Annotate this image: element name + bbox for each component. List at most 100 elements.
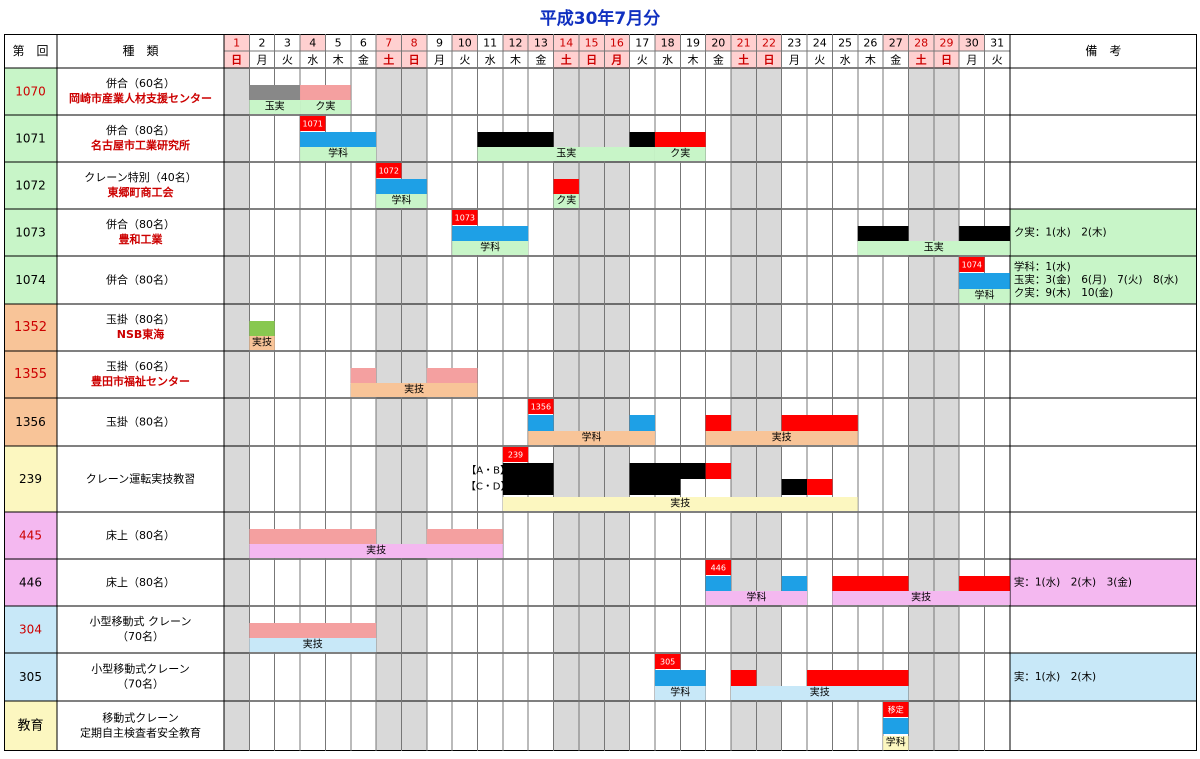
schedule-mark-blue bbox=[883, 718, 909, 734]
schedule-mark-ab bbox=[502, 463, 554, 479]
course-number: 445 bbox=[19, 529, 42, 543]
weekday-label: 水 bbox=[307, 54, 318, 67]
weekday-label: 土 bbox=[383, 53, 394, 67]
course-client: NSB東海 bbox=[117, 327, 165, 341]
weekday-label: 月 bbox=[789, 54, 800, 67]
course-start-flag bbox=[959, 257, 985, 272]
course-start-flag-label: 1073 bbox=[455, 214, 475, 223]
course-start-flag bbox=[452, 210, 478, 225]
weekday-label: 水 bbox=[485, 54, 496, 67]
schedule-bar bbox=[502, 497, 858, 511]
row-number-cell bbox=[4, 304, 57, 351]
day-number-highlight bbox=[578, 34, 605, 51]
course-start-flag bbox=[528, 399, 554, 414]
day-number-highlight bbox=[908, 34, 934, 51]
day-number: 22 bbox=[762, 37, 776, 50]
course-start-flag-label: 1074 bbox=[962, 261, 982, 270]
row-number-cell bbox=[4, 606, 57, 653]
header-number: 第 回 bbox=[12, 44, 48, 58]
schedule-bar-label: 学科 bbox=[582, 431, 602, 444]
schedule-bar bbox=[553, 194, 579, 208]
schedule-bar-label: 実技 bbox=[303, 638, 323, 651]
schedule-mark-red bbox=[705, 415, 731, 431]
day-number: 15 bbox=[585, 37, 599, 50]
schedule-bar-label: 実技 bbox=[670, 497, 690, 510]
day-number: 23 bbox=[787, 37, 801, 50]
schedule-bar bbox=[883, 736, 909, 750]
course-number: 1352 bbox=[14, 320, 47, 335]
schedule-mark-green bbox=[249, 321, 275, 337]
course-start-flag-label: 1071 bbox=[303, 120, 323, 129]
schedule-mark-blue bbox=[629, 415, 655, 431]
schedule-bar-label: 学科 bbox=[975, 289, 995, 302]
schedule-bar-label: 学科 bbox=[670, 686, 690, 699]
schedule-mark-black bbox=[959, 226, 1010, 242]
day-number-highlight bbox=[959, 34, 985, 51]
weekday-label: 日 bbox=[231, 54, 242, 67]
day-number: 11 bbox=[483, 37, 497, 50]
schedule-mark-blue bbox=[300, 132, 377, 148]
course-client: 岡崎市産業人材支援センター bbox=[69, 91, 212, 105]
schedule-bar bbox=[731, 686, 909, 700]
schedule-bar bbox=[705, 591, 808, 605]
day-number: 31 bbox=[990, 37, 1004, 50]
weekday-label: 土 bbox=[916, 53, 927, 67]
course-number: 1356 bbox=[15, 415, 46, 429]
course-type: クレーン特別（40名） bbox=[84, 170, 196, 184]
schedule-mark-blue bbox=[376, 179, 427, 195]
course-type: 玉掛（80名） bbox=[106, 415, 175, 429]
weekday-highlight bbox=[578, 51, 605, 68]
schedule-bar-label: 学科 bbox=[328, 147, 348, 160]
schedule-bar-label: 学科 bbox=[746, 591, 766, 604]
day-number: 26 bbox=[863, 37, 877, 50]
course-start-flag-label: 1072 bbox=[379, 167, 399, 176]
course-start-flag-label: 移定 bbox=[888, 705, 904, 715]
schedule-bar-label: ク実 bbox=[556, 194, 576, 207]
weekday-label: 月 bbox=[434, 54, 445, 67]
day-number: 3 bbox=[284, 37, 291, 50]
schedule-mark-ab bbox=[705, 463, 731, 479]
course-client: （70名） bbox=[117, 677, 164, 691]
course-type: 併合（80名） bbox=[106, 217, 175, 231]
schedule-bar-label: 実技 bbox=[404, 383, 424, 396]
row-number-cell bbox=[4, 115, 57, 162]
weekday-label: 木 bbox=[510, 54, 521, 67]
course-start-flag bbox=[376, 163, 402, 178]
weekday-label: 金 bbox=[713, 53, 724, 67]
day-number-highlight bbox=[300, 34, 326, 51]
schedule-mark-blue bbox=[705, 576, 731, 592]
day-number: 29 bbox=[939, 37, 953, 50]
schedule-bar-label: 学科 bbox=[886, 736, 906, 749]
notes-cell bbox=[1009, 653, 1197, 701]
day-number-highlight bbox=[224, 34, 250, 51]
schedule-bar-label: 実技 bbox=[252, 336, 272, 349]
row-note: ク実：9(木) 10(金) bbox=[1014, 286, 1113, 299]
schedule-bar bbox=[249, 544, 503, 558]
holiday-column bbox=[401, 68, 427, 751]
schedule-mark-blue bbox=[528, 415, 554, 431]
day-number-highlight bbox=[528, 34, 554, 51]
day-number: 24 bbox=[813, 37, 827, 50]
schedule-mark-black bbox=[857, 226, 909, 242]
schedule-bar-label: 学科 bbox=[391, 194, 411, 207]
day-number: 9 bbox=[436, 37, 443, 50]
schedule-bar bbox=[249, 336, 275, 350]
weekday-label: 土 bbox=[738, 53, 749, 67]
schedule-mark-ab bbox=[629, 463, 706, 479]
course-type: 床上（80名） bbox=[106, 528, 175, 542]
course-start-flag bbox=[883, 702, 909, 717]
course-start-flag-label: 239 bbox=[508, 451, 523, 460]
day-number: 27 bbox=[889, 37, 903, 50]
schedule-mark-pink bbox=[426, 529, 503, 545]
holiday-column bbox=[604, 68, 630, 751]
schedule-mark-gray bbox=[249, 85, 301, 101]
day-number-highlight bbox=[883, 34, 909, 51]
weekday-highlight bbox=[731, 51, 757, 68]
day-number: 16 bbox=[610, 37, 624, 50]
course-type: 小型移動式 クレーン bbox=[90, 614, 192, 628]
schedule-bar bbox=[959, 289, 1010, 303]
course-number: 1070 bbox=[15, 85, 46, 99]
schedule-mark-pink bbox=[249, 623, 377, 639]
weekday-highlight bbox=[224, 51, 250, 68]
notes-cell bbox=[1009, 209, 1197, 256]
